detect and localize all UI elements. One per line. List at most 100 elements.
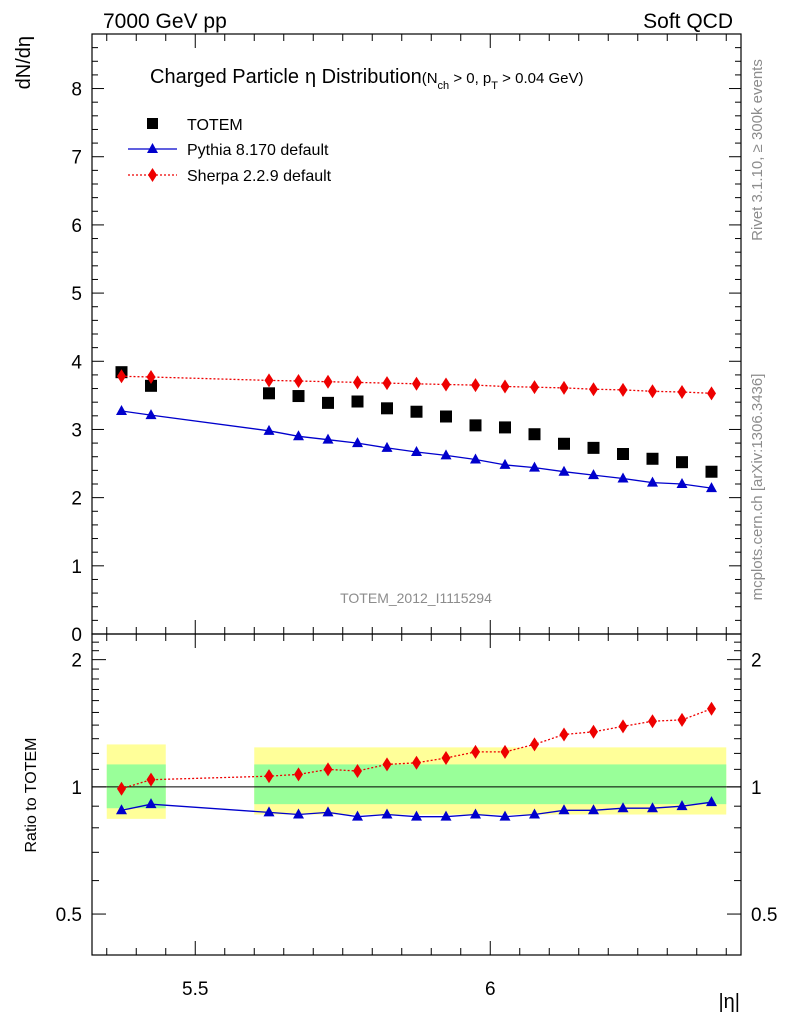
ratio-sherpa-point bbox=[589, 724, 598, 739]
ratio-pythia-point bbox=[293, 808, 304, 819]
ratio-y-tick-label-right: 0.5 bbox=[751, 905, 777, 926]
ratio-pythia-point bbox=[116, 804, 127, 815]
ratio-sherpa-point bbox=[530, 737, 539, 752]
ratio-pythia-point bbox=[440, 810, 452, 821]
ratio-sherpa-point bbox=[294, 767, 303, 782]
main-pythia-point bbox=[588, 469, 599, 480]
legend-sherpa-marker bbox=[148, 168, 157, 182]
chart-title-eta: η bbox=[305, 66, 316, 88]
main-y-tick-label: 4 bbox=[71, 352, 82, 373]
ratio-sherpa-point bbox=[353, 764, 362, 779]
ratio-pythia-point bbox=[588, 804, 599, 815]
header-process-label: Soft QCD bbox=[643, 10, 733, 33]
main-pythia-line bbox=[121, 410, 712, 489]
ratio-pythia-point bbox=[558, 804, 570, 815]
chart-title-rest: Distribution bbox=[316, 66, 422, 88]
main-sherpa-point bbox=[559, 380, 569, 395]
ratio-sherpa-point bbox=[618, 719, 628, 734]
main-y-tick-label: 5 bbox=[71, 284, 82, 305]
main-sherpa-point bbox=[353, 375, 362, 390]
main-totem-point bbox=[705, 465, 718, 478]
ratio-sherpa-point bbox=[146, 772, 156, 787]
ratio-y-tick-label: 2 bbox=[71, 651, 82, 672]
main-sherpa-point bbox=[677, 384, 687, 399]
main-pythia-point bbox=[706, 482, 717, 493]
main-totem-point bbox=[145, 379, 157, 392]
chart-title-cond-t: T bbox=[491, 80, 498, 92]
main-sherpa-point bbox=[294, 374, 303, 389]
ratio-x-tick-label: 6 bbox=[485, 979, 496, 1000]
ratio-sherpa-line bbox=[121, 708, 712, 790]
main-x-axis-ticks bbox=[106, 34, 727, 634]
main-pythia-point bbox=[558, 465, 570, 476]
ratio-pythia-point bbox=[322, 806, 334, 817]
main-pythia-point bbox=[411, 445, 422, 456]
ratio-band-inner bbox=[254, 764, 727, 805]
main-pythia-point bbox=[381, 441, 393, 452]
main-totem-point bbox=[263, 387, 275, 400]
main-y-tick-label: 3 bbox=[71, 420, 82, 441]
ratio-sherpa-point bbox=[264, 769, 274, 784]
ratio-y-axis-label: Ratio to TOTEM bbox=[23, 738, 40, 853]
main-pythia-point bbox=[263, 424, 275, 435]
main-y-tick-label: 0 bbox=[71, 625, 82, 646]
ratio-band-inner bbox=[106, 764, 166, 809]
main-pythia-point bbox=[145, 409, 157, 420]
main-pythia-point bbox=[322, 433, 334, 444]
header-energy-label: 7000 GeV pp bbox=[103, 10, 227, 33]
chart-title-cond-close: > 0.04 GeV) bbox=[498, 70, 583, 87]
ratio-x-tick-label: 5.5 bbox=[182, 979, 208, 1000]
ratio-sherpa-point bbox=[441, 751, 451, 766]
main-sherpa-point bbox=[412, 376, 421, 391]
main-totem-point bbox=[469, 419, 482, 432]
chart-title-cond-ch: ch bbox=[438, 80, 450, 92]
legend-entry-pythia: Pythia 8.170 default bbox=[128, 142, 329, 159]
main-totem-point bbox=[617, 448, 629, 460]
main-pythia-point bbox=[293, 430, 304, 441]
ratio-x-axis-ticks: 5.5 6 bbox=[106, 634, 727, 1000]
ratio-pythia-point bbox=[706, 796, 717, 807]
main-sherpa-point bbox=[648, 384, 657, 399]
main-sherpa-point bbox=[323, 374, 333, 389]
ratio-pythia-point bbox=[617, 802, 629, 813]
ratio-sherpa-point bbox=[707, 701, 716, 716]
ratio-pythia-point bbox=[499, 810, 511, 821]
legend-pythia-label: Pythia 8.170 default bbox=[187, 142, 329, 159]
ratio-uncertainty-bands bbox=[106, 744, 727, 819]
ratio-pythia-point bbox=[381, 808, 393, 819]
chart-title-cond-mid: > 0, p bbox=[449, 70, 491, 87]
ratio-pythia-point bbox=[470, 808, 481, 819]
legend-pythia-marker bbox=[147, 143, 158, 153]
main-totem-point bbox=[322, 396, 334, 409]
ratio-pythia-point bbox=[676, 800, 688, 811]
ratio-sherpa-point bbox=[323, 762, 333, 777]
ratio-pythia-point bbox=[263, 806, 275, 817]
ratio-plot-panel: 0.5 0.51 12 2 5.5 6 Ratio to TOTEM |η| bbox=[23, 633, 777, 1013]
main-sherpa-point bbox=[471, 378, 480, 393]
main-sherpa-point bbox=[382, 376, 392, 391]
main-totem-point bbox=[676, 456, 688, 469]
main-sherpa-point bbox=[264, 373, 274, 388]
ratio-y-tick-label: 0.5 bbox=[56, 905, 82, 926]
chart-title: Charged Particle η Distribution(Nch > 0, … bbox=[150, 66, 583, 92]
main-sherpa-point bbox=[707, 386, 716, 401]
main-plot-panel: 0 1 2 3 4 5 6 7 8 dN/dη Charged Particle η Distri… bbox=[13, 33, 742, 646]
main-pythia-point bbox=[617, 472, 629, 483]
ratio-sherpa-point bbox=[471, 744, 480, 759]
ratio-pythia-point bbox=[352, 810, 363, 821]
ratio-y-tick-label: 1 bbox=[71, 778, 82, 799]
main-y-axis-ticks: 0 1 2 3 4 5 6 7 8 bbox=[71, 47, 741, 646]
ratio-sherpa-point bbox=[500, 744, 510, 759]
ratio-pythia-point bbox=[529, 808, 540, 819]
main-sherpa-point bbox=[530, 380, 539, 395]
ratio-sherpa-point bbox=[559, 727, 569, 742]
side-rivet-label: Rivet 3.1.10, ≥ 300k events bbox=[749, 59, 766, 241]
side-mcplots-label: mcplots.cern.ch [arXiv:1306.3436] bbox=[749, 374, 766, 601]
legend-totem-label: TOTEM bbox=[187, 117, 243, 134]
main-totem-point bbox=[528, 428, 541, 441]
main-y-tick-label: 2 bbox=[71, 489, 82, 510]
main-sherpa-line bbox=[121, 375, 712, 394]
main-y-axis-label: dN/dη bbox=[13, 36, 35, 89]
main-pythia-point bbox=[470, 453, 481, 464]
